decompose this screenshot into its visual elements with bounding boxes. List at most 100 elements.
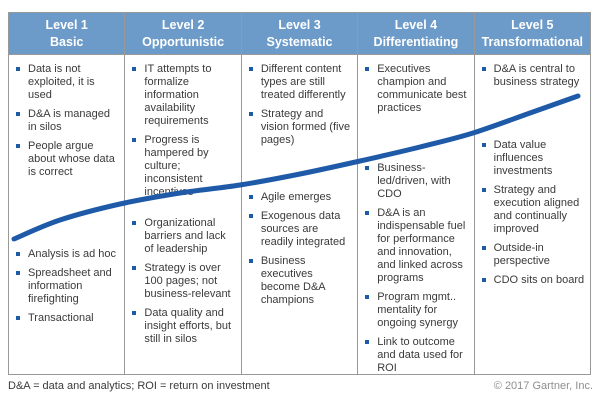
list-item-text: Agile emerges <box>260 191 332 203</box>
list-item: People argue about whose data is correct <box>15 140 120 179</box>
level-label: Level 5 <box>511 17 554 32</box>
bullet-icon <box>16 316 20 320</box>
bullet-icon <box>365 295 370 299</box>
list-item-text: People argue about whose data is correct <box>28 140 115 178</box>
bullet-icon <box>248 214 253 218</box>
list-item: Agile emerges <box>248 191 353 204</box>
list-item: Analysis is ad hoc <box>15 248 120 261</box>
list-item-text: Organizational barriers and lack of lead… <box>144 217 226 255</box>
list-item: Data quality and insight efforts, but st… <box>131 307 236 346</box>
list-item-text: Exogenous data sources are readily integ… <box>260 210 346 248</box>
bullet-icon <box>132 266 137 270</box>
list-item-text: Transactional <box>28 312 94 324</box>
list-item-text: Analysis is ad hoc <box>28 248 117 260</box>
bullet-icon <box>16 252 20 256</box>
level-label: Level 2 <box>161 17 205 32</box>
list-item: D&A is an indispensable fuel for perform… <box>364 207 469 285</box>
bullet-icon <box>481 188 486 192</box>
list-item: Outside-in perspective <box>481 242 586 268</box>
list-item: Data value influences investments <box>481 139 586 178</box>
bullet-icon <box>132 221 137 225</box>
list-item-text: Executives champion and communicate best… <box>377 63 467 114</box>
bullet-icon <box>16 271 20 275</box>
bullet-icon <box>248 195 253 199</box>
level-name: Systematic <box>266 34 333 49</box>
list-item: Program mgmt.. mentality for ongoing syn… <box>364 291 469 330</box>
bullet-icon <box>248 67 253 71</box>
list-item: Strategy and vision formed (five pages) <box>248 108 353 147</box>
column-header-level-4: Level 4 Differentiating <box>358 13 474 55</box>
list-item: Exogenous data sources are readily integ… <box>248 210 353 249</box>
column-body-level-5: D&A is central to business strategy Data… <box>475 55 590 374</box>
list-item-text: Outside-in perspective <box>493 242 550 267</box>
list-item-text: Different content types are still treate… <box>260 63 346 101</box>
bullet-icon <box>16 67 20 71</box>
list-item: Progress is hampered by culture; inconsi… <box>131 134 236 199</box>
list-item: Business-led/driven, with CDO <box>364 162 469 201</box>
bullet-icon <box>481 143 486 147</box>
list-item: D&A is managed in silos <box>15 108 120 134</box>
list-item: Transactional <box>15 312 120 325</box>
list-item-text: Program mgmt.. mentality for ongoing syn… <box>377 291 458 329</box>
bullet-list-bottom: Organizational barriers and lack of lead… <box>125 217 240 352</box>
list-item-text: Link to outcome and data used for ROI <box>377 336 463 374</box>
list-item: IT attempts to formalize information ava… <box>131 63 236 128</box>
column-header-level-1: Level 1 Basic <box>9 13 125 55</box>
column-level-5: Level 5 Transformational D&A is central … <box>474 13 591 374</box>
bullet-list-bottom: Data value influences investments Strateg… <box>475 139 590 293</box>
column-level-4: Level 4 Differentiating Executives champ… <box>358 13 475 374</box>
bullet-icon <box>365 340 370 344</box>
list-item-text: Data value influences investments <box>493 139 553 177</box>
bullet-icon <box>132 67 137 71</box>
bullet-icon <box>16 144 20 148</box>
list-item-text: Spreadsheet and information firefighting <box>28 267 112 305</box>
bullet-list-top: D&A is central to business strategy <box>475 55 590 89</box>
list-item-text: D&A is managed in silos <box>28 108 110 133</box>
level-label: Level 3 <box>278 17 321 32</box>
bullet-icon <box>132 138 137 142</box>
list-item: Different content types are still treate… <box>248 63 353 102</box>
level-label: Level 4 <box>394 17 438 32</box>
maturity-table: Level 1 Basic Data is not exploited, it … <box>8 12 591 375</box>
list-item-text: Strategy and vision formed (five pages) <box>260 108 351 146</box>
copyright-text: © 2017 Gartner, Inc. <box>493 380 593 392</box>
bullet-list-top: Executives champion and communicate best… <box>358 55 473 115</box>
list-item: Data is not exploited, it is used <box>15 63 120 102</box>
list-item-text: Data is not exploited, it is used <box>28 63 95 101</box>
abbreviation-note: D&A = data and analytics; ROI = return o… <box>8 380 270 392</box>
list-item: Link to outcome and data used for ROI <box>364 336 469 375</box>
list-item-text: Strategy is over 100 pages; not business… <box>144 262 231 300</box>
bullet-list-top: Different content types are still treate… <box>242 55 357 147</box>
list-item: Strategy is over 100 pages; not business… <box>131 262 236 301</box>
column-level-2: Level 2 Opportunistic IT attempts to for… <box>125 13 242 374</box>
list-item-text: CDO sits on board <box>493 274 585 286</box>
list-item-text: D&A is central to business strategy <box>493 63 580 88</box>
level-name: Transformational <box>481 34 584 49</box>
list-item: Spreadsheet and information firefighting <box>15 267 120 306</box>
level-name: Opportunistic <box>142 34 225 49</box>
bullet-icon <box>132 311 137 315</box>
bullet-list-bottom: Analysis is ad hoc Spreadsheet and inform… <box>9 248 124 331</box>
list-item-text: D&A is an indispensable fuel for perform… <box>377 207 466 284</box>
list-item-text: Business-led/driven, with CDO <box>377 162 451 200</box>
column-body-level-2: IT attempts to formalize information ava… <box>125 55 240 374</box>
bullet-icon <box>248 112 253 116</box>
column-header-level-2: Level 2 Opportunistic <box>125 13 241 55</box>
column-level-3: Level 3 Systematic Different content typ… <box>241 13 359 374</box>
bullet-icon <box>481 67 486 71</box>
bullet-icon <box>481 278 486 282</box>
bullet-icon <box>481 246 486 250</box>
list-item-text: IT attempts to formalize information ava… <box>144 63 212 127</box>
column-header-level-3: Level 3 Systematic <box>241 13 358 55</box>
column-header-level-5: Level 5 Transformational <box>474 13 591 55</box>
column-body-level-4: Executives champion and communicate best… <box>358 55 473 374</box>
level-label: Level 1 <box>45 17 88 32</box>
list-item: Strategy and execution aligned and conti… <box>481 184 586 236</box>
bullet-list-bottom: Business-led/driven, with CDO D&A is an i… <box>358 162 473 381</box>
list-item: D&A is central to business strategy <box>481 63 586 89</box>
level-name: Differentiating <box>373 34 459 49</box>
list-item-text: Data quality and insight efforts, but st… <box>144 307 232 345</box>
column-level-1: Level 1 Basic Data is not exploited, it … <box>9 13 126 374</box>
list-item: Organizational barriers and lack of lead… <box>131 217 236 256</box>
